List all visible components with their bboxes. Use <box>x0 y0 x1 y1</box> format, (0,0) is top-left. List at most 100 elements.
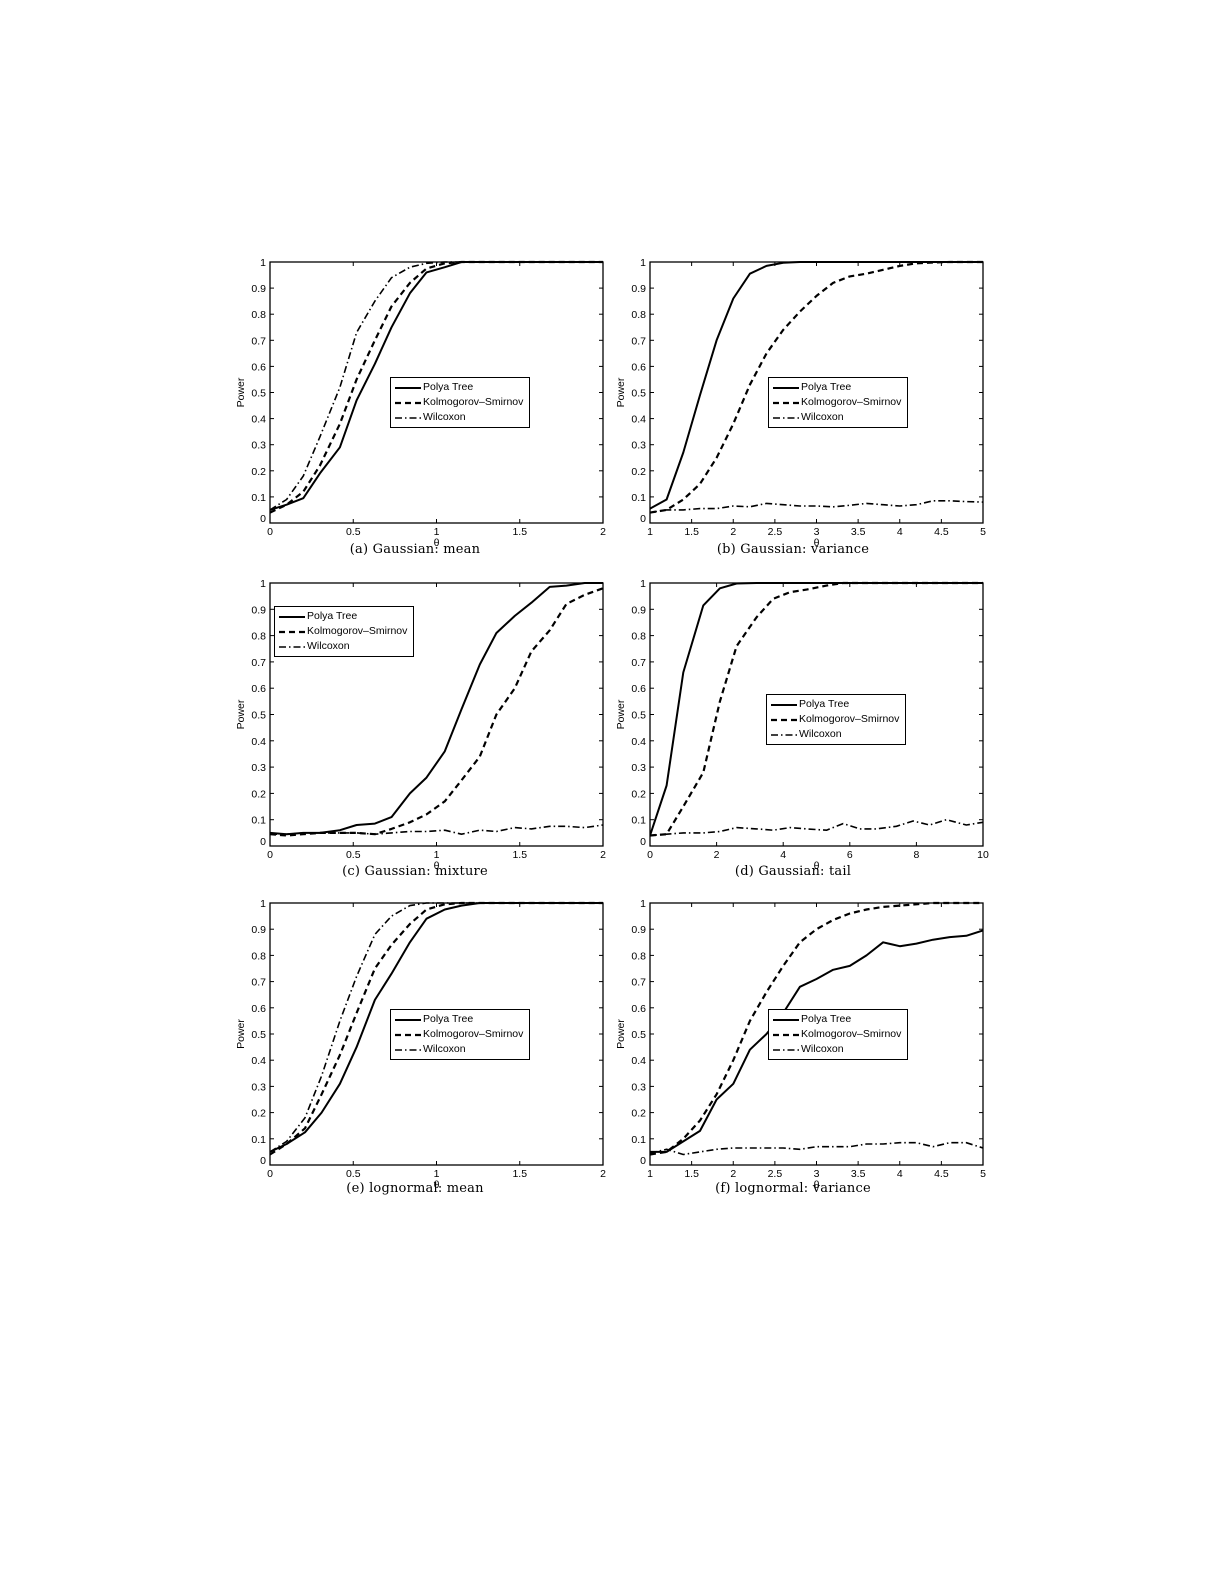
x-tick-label: 6 <box>847 849 853 861</box>
legend-line-icon <box>773 1033 799 1036</box>
y-axis-label: Power <box>235 377 247 407</box>
x-tick-label: 5 <box>980 1168 986 1180</box>
legend-item: Wilcoxon <box>395 410 523 425</box>
y-tick-label: 0.5 <box>251 388 266 400</box>
y-tick-label: 0 <box>260 836 266 848</box>
y-tick-label: 0 <box>260 513 266 525</box>
x-tick-label: 3.5 <box>851 1168 866 1180</box>
x-tick-label: 1 <box>647 1168 653 1180</box>
legend-label: Kolmogorov–Smirnov <box>307 625 408 637</box>
x-tick-label: 2 <box>600 526 606 538</box>
legend-label: Polya Tree <box>423 1013 474 1025</box>
legend-label: Polya Tree <box>799 698 850 710</box>
y-tick-label: 0.2 <box>251 466 266 478</box>
x-tick-label: 0 <box>267 1168 273 1180</box>
legend-line-icon <box>773 1018 799 1021</box>
y-tick-label: 0.6 <box>251 683 266 695</box>
series-line-2 <box>270 824 603 836</box>
legend-label: Kolmogorov–Smirnov <box>801 1028 902 1040</box>
y-axis-label: Power <box>615 699 627 729</box>
chart-legend: Polya Tree Kolmogorov–Smirnov Wilcoxon <box>274 606 415 657</box>
legend-label: Polya Tree <box>801 1013 852 1025</box>
legend-item: Kolmogorov–Smirnov <box>773 1027 901 1042</box>
x-tick-label: 0.5 <box>346 526 361 538</box>
legend-item: Kolmogorov–Smirnov <box>771 712 899 727</box>
legend-item: Polya Tree <box>773 380 901 395</box>
legend-item: Polya Tree <box>395 380 523 395</box>
y-tick-label: 1 <box>640 578 646 590</box>
y-tick-label: 0.3 <box>631 1081 646 1093</box>
legend-line-icon <box>395 1018 421 1021</box>
x-tick-label: 1 <box>434 1168 440 1180</box>
x-tick-label: 10 <box>977 849 989 861</box>
chart-legend: Polya Tree Kolmogorov–Smirnov Wilcoxon <box>390 377 531 428</box>
x-tick-label: 2 <box>730 1168 736 1180</box>
y-tick-label: 0.6 <box>631 683 646 695</box>
legend-item: Wilcoxon <box>773 410 901 425</box>
series-line-2 <box>650 818 983 837</box>
series-line-2 <box>650 1141 983 1156</box>
y-axis-label: Power <box>235 1019 247 1049</box>
y-tick-label: 0.3 <box>251 762 266 774</box>
y-tick-label: 0 <box>640 1155 646 1167</box>
panel-caption: (e) lognormal: mean <box>346 1181 484 1196</box>
legend-line-icon <box>395 386 421 389</box>
x-tick-label: 0.5 <box>346 1168 361 1180</box>
x-tick-label: 2.5 <box>768 526 783 538</box>
panel-caption: (c) Gaussian: mixture <box>342 864 488 879</box>
legend-item: Polya Tree <box>771 697 899 712</box>
x-tick-label: 5 <box>980 526 986 538</box>
legend-item: Wilcoxon <box>773 1042 901 1057</box>
y-tick-label: 0.5 <box>251 710 266 722</box>
x-tick-label: 0 <box>267 849 273 861</box>
legend-label: Kolmogorov–Smirnov <box>799 713 900 725</box>
legend-item: Polya Tree <box>773 1012 901 1027</box>
y-tick-label: 0.6 <box>631 1003 646 1015</box>
legend-line-icon <box>395 401 421 404</box>
legend-item: Kolmogorov–Smirnov <box>395 395 523 410</box>
y-tick-label: 0.9 <box>631 604 646 616</box>
x-axis-label: θ <box>434 1179 440 1191</box>
legend-label: Polya Tree <box>423 381 474 393</box>
y-tick-label: 0.9 <box>251 924 266 936</box>
x-tick-label: 4 <box>897 526 903 538</box>
series-line-0 <box>650 929 983 1153</box>
legend-label: Wilcoxon <box>423 1043 466 1055</box>
x-axis-label: θ <box>814 1179 820 1191</box>
chart-legend: Polya Tree Kolmogorov–Smirnov Wilcoxon <box>768 1009 909 1060</box>
y-tick-label: 0.9 <box>251 604 266 616</box>
x-tick-label: 0 <box>647 849 653 861</box>
legend-line-icon <box>771 703 797 706</box>
legend-label: Kolmogorov–Smirnov <box>423 1028 524 1040</box>
y-tick-label: 0.6 <box>251 361 266 373</box>
legend-label: Polya Tree <box>307 610 358 622</box>
x-tick-label: 1.5 <box>512 526 527 538</box>
series-line-2 <box>650 499 983 514</box>
legend-item: Wilcoxon <box>771 727 899 742</box>
y-tick-label: 0.8 <box>251 950 266 962</box>
y-tick-label: 0.4 <box>251 1055 266 1067</box>
legend-line-icon <box>395 1048 421 1051</box>
legend-line-icon <box>395 416 421 419</box>
x-tick-label: 4.5 <box>934 526 949 538</box>
y-axis-label: Power <box>615 377 627 407</box>
y-tick-label: 0.1 <box>251 1134 266 1146</box>
x-axis-label: θ <box>434 537 440 549</box>
panel-caption: (f) lognormal: variance <box>715 1181 871 1196</box>
y-tick-label: 0.9 <box>631 924 646 936</box>
y-tick-label: 1 <box>260 898 266 910</box>
x-tick-label: 4 <box>780 849 786 861</box>
x-tick-label: 2 <box>730 526 736 538</box>
y-tick-label: 0.9 <box>631 283 646 295</box>
legend-label: Wilcoxon <box>307 640 350 652</box>
y-tick-label: 0.3 <box>631 440 646 452</box>
y-tick-label: 0.8 <box>631 309 646 321</box>
x-tick-label: 1.5 <box>512 1168 527 1180</box>
y-tick-label: 0.5 <box>631 710 646 722</box>
y-tick-label: 0.1 <box>631 1134 646 1146</box>
x-tick-label: 8 <box>913 849 919 861</box>
y-tick-label: 0.4 <box>251 414 266 426</box>
x-axis-label: θ <box>814 860 820 872</box>
